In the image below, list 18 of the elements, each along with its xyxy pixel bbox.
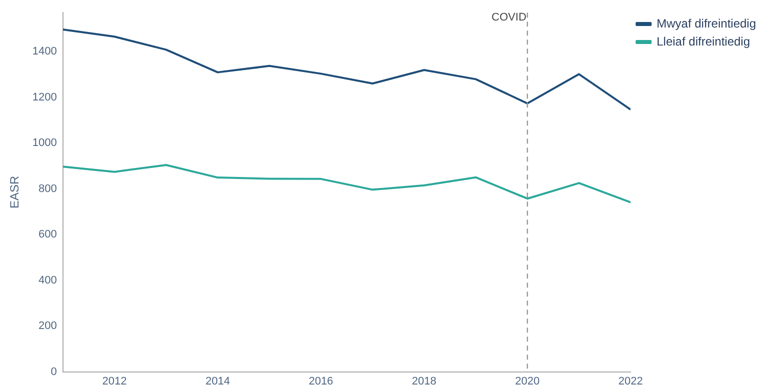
- y-axis-title: EASR: [8, 176, 22, 209]
- y-tick-label: 1000: [32, 137, 57, 150]
- y-tick-label: 800: [38, 182, 57, 195]
- x-tick-label: 2012: [102, 375, 127, 388]
- y-tick-label: 400: [38, 274, 57, 286]
- x-tick-label: 2022: [618, 375, 643, 388]
- y-tick-label: 1200: [32, 91, 57, 104]
- x-tick-label: 2020: [515, 375, 540, 388]
- legend-label: Lleiaf difreintiedig: [656, 34, 750, 48]
- y-tick-label: 600: [38, 228, 57, 241]
- y-tick-label: 1400: [32, 46, 57, 58]
- ref-line-label: COVID: [492, 12, 526, 24]
- x-tick-label: 2016: [308, 375, 334, 388]
- y-tick-label: 0: [50, 366, 57, 378]
- x-tick-label: 2014: [205, 375, 230, 388]
- x-tick-label: 2018: [412, 375, 436, 388]
- y-tick-label: 200: [38, 320, 57, 332]
- legend-label: Mwyaf difreintiedig: [656, 16, 756, 30]
